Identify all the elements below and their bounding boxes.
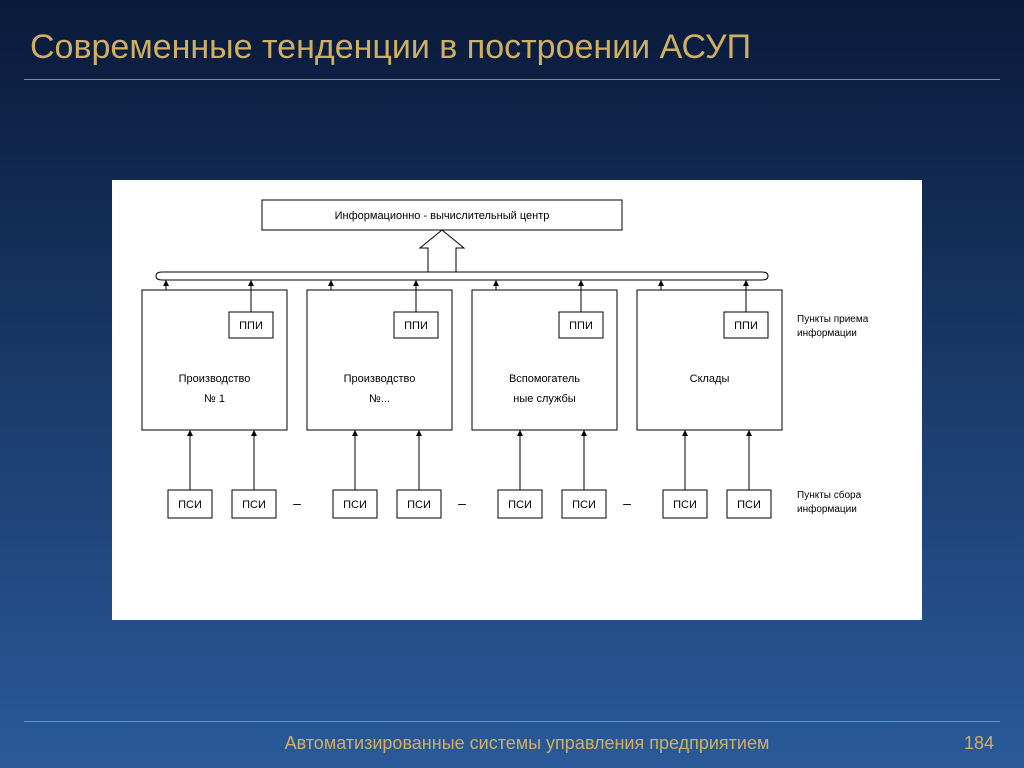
group-label1-3: Склады xyxy=(690,373,730,385)
slide-footer: Автоматизированные системы управления пр… xyxy=(0,733,1024,754)
ppi-legend-2: информации xyxy=(797,327,857,339)
group-label2-2: ные службы xyxy=(513,393,575,405)
ivc-label: Информационно - вычислительный центр xyxy=(335,210,550,222)
diagram-container: Информационно - вычислительный центр ППИ П… xyxy=(112,180,922,620)
page-number: 184 xyxy=(964,733,994,754)
group-label1-2: Вспомогатель xyxy=(509,373,580,385)
psi-label-3-0: ПСИ xyxy=(673,499,697,511)
group-box-0 xyxy=(142,290,287,430)
ppi-label-0: ППИ xyxy=(239,320,263,332)
psi-dash-1: – xyxy=(458,495,466,511)
asup-diagram: Информационно - вычислительный центр ППИ П… xyxy=(112,180,922,620)
psi-label-2-1: ПСИ xyxy=(572,499,596,511)
group-box-3 xyxy=(637,290,782,430)
ppi-label-2: ППИ xyxy=(569,320,593,332)
group-label2-0: № 1 xyxy=(204,393,225,405)
bus-line xyxy=(156,272,768,280)
footer-separator xyxy=(24,721,1000,722)
ppi-label-3: ППИ xyxy=(734,320,758,332)
psi-label-0-0: ПСИ xyxy=(178,499,202,511)
psi-label-2-0: ПСИ xyxy=(508,499,532,511)
title-separator xyxy=(24,79,1000,80)
slide: Современные тенденции в построении АСУП … xyxy=(0,0,1024,768)
psi-dash-0: – xyxy=(293,495,301,511)
ppi-label-1: ППИ xyxy=(404,320,428,332)
psi-legend-2: информации xyxy=(797,503,857,515)
footer-spacer xyxy=(30,733,90,754)
psi-label-1-1: ПСИ xyxy=(407,499,431,511)
psi-dash-2: – xyxy=(623,495,631,511)
group-box-1 xyxy=(307,290,452,430)
psi-label-0-1: ПСИ xyxy=(242,499,266,511)
group-label1-1: Производство xyxy=(344,373,416,385)
psi-label-3-1: ПСИ xyxy=(737,499,761,511)
bus-arrow-icon xyxy=(420,230,464,272)
slide-title: Современные тенденции в построении АСУП xyxy=(0,0,1024,79)
footer-text: Автоматизированные системы управления пр… xyxy=(285,733,770,754)
psi-legend-1: Пункты сбора xyxy=(797,489,862,501)
ppi-legend-1: Пункты приема xyxy=(797,314,869,325)
group-label2-1: №... xyxy=(369,393,390,405)
psi-label-1-0: ПСИ xyxy=(343,499,367,511)
group-box-2 xyxy=(472,290,617,430)
group-label1-0: Производство xyxy=(179,373,251,385)
